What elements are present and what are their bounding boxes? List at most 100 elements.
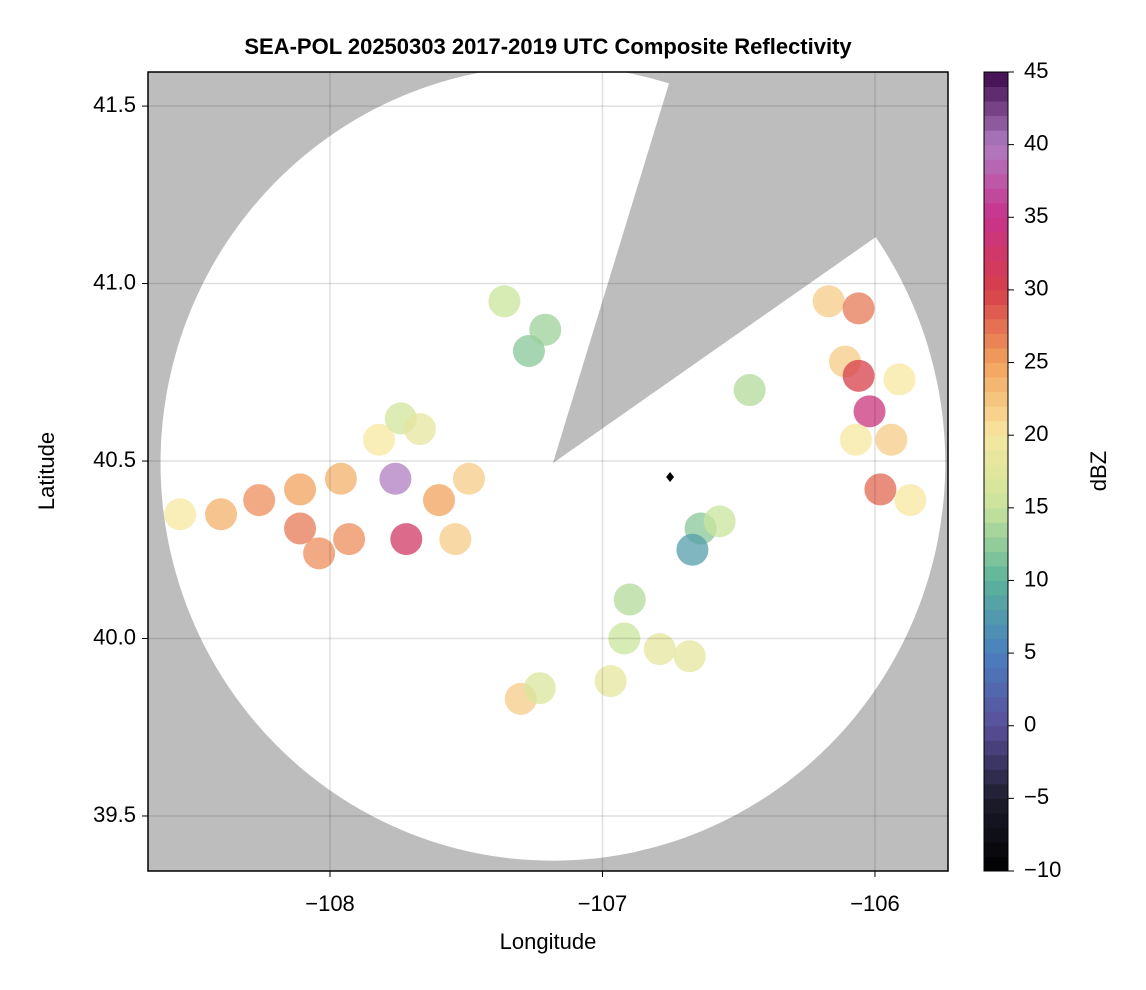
y-tick-label: 40.0 — [93, 624, 136, 649]
echo-cell — [842, 292, 875, 325]
echo-cell — [853, 395, 886, 428]
echo-cell — [842, 359, 875, 392]
plot-area — [148, 72, 948, 871]
colorbar-segment — [984, 289, 1008, 305]
echo-cell — [883, 363, 916, 396]
colorbar-segment — [984, 449, 1008, 465]
echo-cell — [733, 374, 766, 407]
colorbar-segment — [984, 246, 1008, 262]
echo-cell — [594, 665, 627, 698]
plot-frame — [147, 71, 949, 872]
colorbar-segment — [984, 609, 1008, 625]
colorbar-segment — [984, 769, 1008, 785]
colorbar-segment — [984, 115, 1008, 131]
colorbar-segment — [984, 754, 1008, 770]
echo-cell — [284, 512, 317, 545]
echo-cell — [643, 633, 676, 666]
colorbar-segment — [984, 740, 1008, 756]
x-tick-label: −106 — [850, 891, 900, 916]
colorbar-tick-label: 35 — [1024, 203, 1048, 228]
colorbar-segment — [984, 377, 1008, 393]
echo-cell — [243, 484, 276, 517]
chart-title: SEA-POL 20250303 2017-2019 UTC Composite… — [244, 34, 852, 59]
colorbar-tick-label: −10 — [1024, 857, 1061, 882]
echo-cell — [284, 473, 317, 506]
echo-cell — [164, 498, 197, 531]
y-tick-label: 41.0 — [93, 269, 136, 294]
colorbar-tick-label: 0 — [1024, 712, 1036, 737]
colorbar-segment — [984, 202, 1008, 218]
colorbar-segment — [984, 275, 1008, 291]
colorbar-segment — [984, 783, 1008, 799]
colorbar-segment — [984, 144, 1008, 160]
colorbar-segment — [984, 420, 1008, 436]
colorbar-segment — [984, 101, 1008, 117]
colorbar-segment — [984, 594, 1008, 611]
echo-cell — [403, 413, 436, 446]
colorbar-tick-label: 10 — [1024, 566, 1048, 591]
colorbar-segment — [984, 304, 1008, 320]
colorbar-segment — [984, 159, 1008, 175]
colorbar-segment — [984, 130, 1008, 146]
echo-cell — [673, 640, 706, 673]
colorbar-segment — [984, 435, 1008, 451]
echo-cell — [390, 523, 423, 556]
colorbar-segment — [984, 260, 1008, 276]
colorbar-segment — [984, 798, 1008, 814]
overlay: −108 −107 −106 39.5 40.0 40.5 41.0 41.5 −10 −5 0 5 1… — [93, 58, 1061, 916]
x-tick-label: −107 — [578, 891, 628, 916]
colorbar-segment — [984, 478, 1008, 494]
colorbar-segment — [984, 188, 1008, 204]
colorbar-segment — [984, 318, 1008, 334]
echo-cell — [303, 537, 336, 570]
colorbar-segment — [984, 711, 1008, 727]
colorbar-segment — [984, 580, 1008, 596]
colorbar-segment — [984, 827, 1008, 843]
echo-cell — [423, 484, 456, 517]
colorbar-tick-label: 5 — [1024, 639, 1036, 664]
colorbar-segment — [984, 551, 1008, 567]
colorbar-tick-label: 40 — [1024, 130, 1048, 155]
colorbar-segment — [984, 682, 1008, 698]
echo-cell — [703, 505, 736, 538]
colorbar-segment — [984, 173, 1008, 189]
colorbar-frame — [983, 71, 1009, 872]
echo-cell — [875, 423, 908, 456]
echo-cell — [613, 583, 646, 616]
colorbar-label: dBZ — [1086, 451, 1111, 491]
colorbar-segment — [984, 362, 1008, 378]
echo-cell — [839, 423, 872, 456]
colorbar-segment — [984, 522, 1008, 538]
colorbar-tick-label: 25 — [1024, 348, 1048, 373]
echo-cell — [333, 523, 366, 556]
echo-cell — [523, 672, 556, 705]
colorbar-segment — [984, 565, 1008, 581]
y-tick-label: 41.5 — [93, 92, 136, 117]
colorbar-segment — [984, 406, 1008, 422]
echo-cell — [608, 622, 641, 655]
colorbar-segment — [984, 841, 1008, 857]
colorbar-segment — [984, 812, 1008, 828]
colorbar-segment — [984, 696, 1008, 712]
echo-cell — [864, 473, 897, 506]
colorbar-segment — [984, 493, 1008, 509]
echo-cell — [894, 484, 927, 517]
echo-cell — [452, 462, 485, 495]
y-tick-label: 40.5 — [93, 447, 136, 472]
colorbar-tick-label: 30 — [1024, 276, 1048, 301]
colorbar-segment — [984, 638, 1008, 654]
colorbar-segment — [984, 348, 1008, 364]
x-axis-label: Longitude — [500, 929, 597, 954]
colorbar-tick-label: −5 — [1024, 784, 1049, 809]
colorbar-segment — [984, 464, 1008, 480]
echo-cell — [205, 498, 238, 531]
blocked-sector — [552, 72, 948, 464]
colorbar-segment — [984, 231, 1008, 247]
site-marker — [666, 472, 675, 483]
colorbar-segment — [984, 333, 1008, 349]
colorbar-segment — [984, 624, 1008, 640]
colorbar-segment — [984, 217, 1008, 233]
y-axis-label: Latitude — [34, 432, 59, 510]
colorbar-segment — [984, 653, 1008, 669]
